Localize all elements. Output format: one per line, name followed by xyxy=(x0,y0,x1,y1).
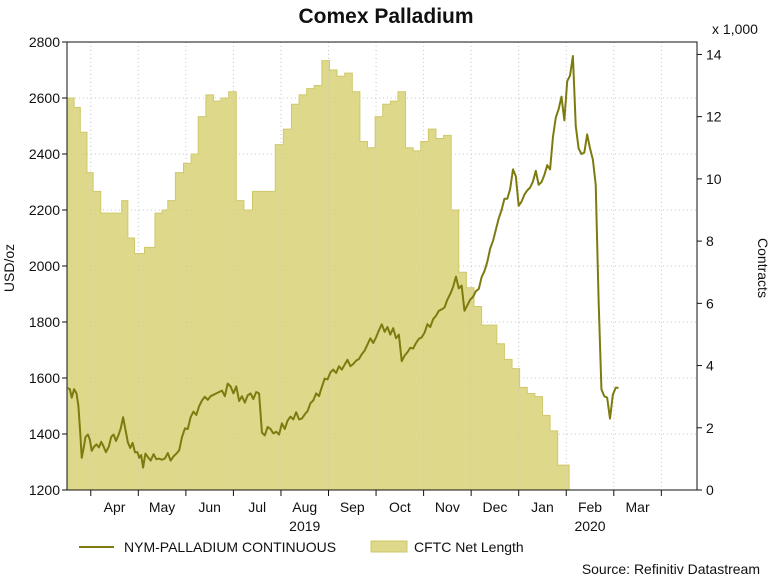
month-label-may: May xyxy=(149,499,175,515)
left-tick-label-1800: 1800 xyxy=(29,314,60,330)
month-label-dec: Dec xyxy=(482,499,507,515)
palladium-price-line xyxy=(67,55,619,469)
legend-line-label: NYM-PALLADIUM CONTINUOUS xyxy=(124,539,336,555)
right-tick-label-6: 6 xyxy=(706,295,714,311)
left-tick-label-1600: 1600 xyxy=(29,370,60,386)
left-tick-label-1200: 1200 xyxy=(29,482,60,498)
cftc-net-length-area xyxy=(67,60,570,490)
month-label-apr: Apr xyxy=(104,499,126,515)
left-tick-label-2800: 2800 xyxy=(29,34,60,50)
month-label-feb: Feb xyxy=(578,499,602,515)
right-tick-label-14: 14 xyxy=(706,46,722,62)
primary-y-axis-title: USD/oz xyxy=(1,244,17,292)
secondary-axis-multiplier-label: x 1,000 xyxy=(712,21,758,37)
month-label-jun: Jun xyxy=(198,499,221,515)
plot-area: 1200 1400 1600 1800 2000 2200 2400 2600 2800 0 2 4 6… xyxy=(29,34,722,534)
source-label: Source: Refinitiv Datastream xyxy=(582,561,760,577)
month-label-sep: Sep xyxy=(340,499,365,515)
year-label-2020: 2020 xyxy=(574,518,605,534)
left-tick-label-2600: 2600 xyxy=(29,90,60,106)
legend: NYM-PALLADIUM CONTINUOUS CFTC Net Length xyxy=(79,539,524,555)
legend-area-label: CFTC Net Length xyxy=(414,539,524,555)
left-tick-label-2200: 2200 xyxy=(29,202,60,218)
chart-title: Comex Palladium xyxy=(298,5,473,28)
left-tick-label-2400: 2400 xyxy=(29,146,60,162)
month-label-aug: Aug xyxy=(292,499,317,515)
secondary-y-axis-title: Contracts xyxy=(755,238,771,298)
left-tick-label-1400: 1400 xyxy=(29,426,60,442)
right-tick-label-2: 2 xyxy=(706,420,714,436)
month-label-jan: Jan xyxy=(531,499,554,515)
right-tick-label-0: 0 xyxy=(706,482,714,498)
year-label-2019: 2019 xyxy=(289,518,320,534)
month-label-jul: Jul xyxy=(248,499,266,515)
right-tick-label-10: 10 xyxy=(706,171,722,187)
month-label-oct: Oct xyxy=(389,499,411,515)
right-tick-label-8: 8 xyxy=(706,233,714,249)
month-label-nov: Nov xyxy=(435,499,460,515)
left-tick-label-2000: 2000 xyxy=(29,258,60,274)
right-tick-label-12: 12 xyxy=(706,109,722,125)
right-tick-label-4: 4 xyxy=(706,358,714,374)
legend-area-marker xyxy=(370,540,408,553)
month-label-mar: Mar xyxy=(626,499,650,515)
